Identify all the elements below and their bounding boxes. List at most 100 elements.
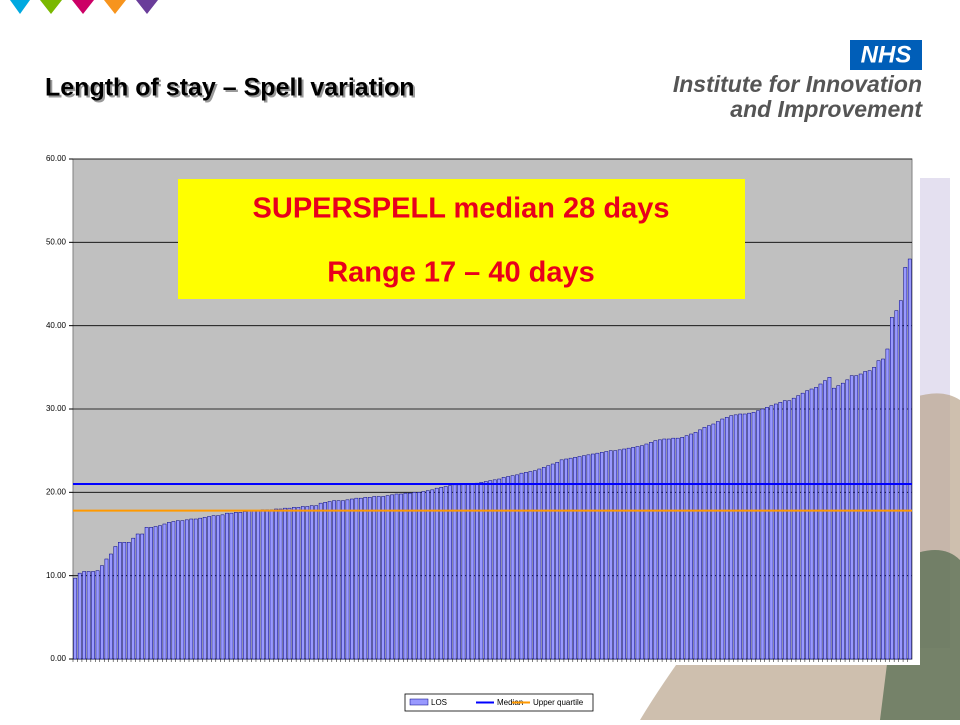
legend-swatch [409,698,429,706]
bar [898,300,903,660]
bar [747,412,751,660]
bar [358,497,363,660]
bar [390,494,394,660]
y-tick-label: 20.00 [46,487,67,496]
bar [729,415,734,660]
bar [300,506,305,660]
legend-label: Median [497,698,523,707]
bar [720,418,725,660]
bar [903,267,908,660]
bar [564,458,568,660]
bar [769,405,774,660]
bar [247,510,252,660]
bar [577,456,582,660]
bar [265,509,269,660]
bar [162,523,167,660]
bar [305,506,310,660]
bar [827,377,832,660]
bar [425,490,430,660]
bar [278,508,283,660]
bar [167,522,171,660]
bar [497,478,502,660]
bar [671,437,676,660]
bar [283,507,287,660]
bar [269,509,274,660]
bar [617,449,622,660]
bar [711,423,716,660]
bar [234,512,238,660]
bar [91,571,95,660]
bar [568,457,573,660]
bar [363,497,368,660]
bar [774,403,778,660]
bar [662,438,667,660]
bar [341,500,345,660]
title-shadow: Length of stay – Spell variation [47,76,417,104]
bar [832,387,836,660]
bar [501,477,506,660]
bar [546,465,551,660]
bar [800,392,805,660]
bar [292,507,296,660]
annotation: Range 17 – 40 days [327,257,595,289]
bar [675,437,680,660]
y-tick-label: 60.00 [46,154,67,163]
bar [586,454,591,660]
bar [318,502,323,660]
bar [403,492,408,660]
bar [475,482,479,660]
bar [541,467,546,660]
bar [256,510,261,660]
org-name: Institute for Innovation [673,71,922,97]
bar [126,542,131,660]
bar [760,408,765,660]
bar [207,516,211,660]
bar [140,533,145,660]
bar [327,501,332,660]
bar [528,471,533,660]
bar [622,448,627,660]
bar [109,553,113,660]
bar [122,542,127,660]
bar [345,499,350,660]
bar [778,402,783,660]
bar [550,463,555,660]
bar [809,388,814,660]
annotation-box [178,179,745,299]
bar [533,470,537,660]
bar [693,432,698,660]
bar [296,507,301,660]
bar [144,527,149,660]
bar [537,468,542,660]
bar [483,481,488,660]
bar [863,371,867,660]
y-tick-label: 50.00 [46,237,67,246]
bar [666,438,671,660]
bar [818,383,823,660]
bar [626,447,631,660]
bar [524,472,528,660]
bar [153,526,158,660]
bar [314,505,319,660]
bar [506,476,510,660]
bar [702,427,707,660]
bar [684,435,689,660]
bar [867,370,872,660]
bar [225,512,229,660]
bar [77,572,82,660]
nhs-logo: NHS [861,41,912,68]
y-tick-label: 30.00 [46,404,67,413]
bar [738,413,743,660]
bar [854,375,859,660]
bar [644,443,649,660]
legend-label: LOS [431,698,447,707]
bar [591,453,595,660]
bar [604,451,609,660]
bar [791,397,796,660]
y-tick-label: 10.00 [46,571,67,580]
bar [582,455,586,660]
y-tick-label: 40.00 [46,321,67,330]
bar [198,517,203,660]
bar [515,474,519,660]
bar [100,565,104,660]
